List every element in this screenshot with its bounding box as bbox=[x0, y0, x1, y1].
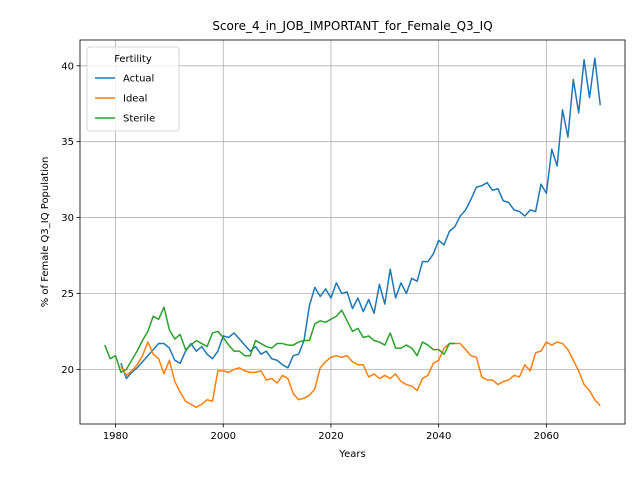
x-tick-label: 2020 bbox=[318, 431, 343, 442]
series-line-sterile bbox=[104, 306, 455, 374]
legend-items: Actual Ideal Sterile bbox=[95, 74, 155, 125]
legend-box bbox=[86, 46, 180, 132]
grid bbox=[80, 40, 625, 424]
legend-title: Fertility bbox=[114, 54, 152, 65]
series-lines bbox=[104, 57, 601, 409]
legend: Fertility Actual Ideal Sterile bbox=[86, 46, 180, 132]
x-axis-label: Years bbox=[338, 449, 365, 460]
x-tick-label: 2060 bbox=[534, 431, 559, 442]
x-tick-label: 1980 bbox=[103, 431, 128, 442]
legend-label-sterile: Sterile bbox=[123, 114, 155, 125]
y-tick-label: 30 bbox=[61, 213, 74, 224]
axis-ticks: 1980 2000 2020 2040 2060 20 25 30 35 40 bbox=[61, 61, 559, 442]
x-tick-label: 2040 bbox=[426, 431, 451, 442]
legend-label-ideal: Ideal bbox=[123, 94, 147, 105]
y-tick-label: 25 bbox=[61, 289, 74, 300]
legend-label-actual: Actual bbox=[123, 74, 154, 85]
y-tick-label: 20 bbox=[61, 365, 74, 376]
series-line-ideal bbox=[120, 341, 601, 409]
y-tick-label: 35 bbox=[61, 137, 74, 148]
chart-title: Score_4_in_JOB_IMPORTANT_for_Female_Q3_I… bbox=[212, 19, 492, 33]
x-tick-label: 2000 bbox=[211, 431, 236, 442]
plot-frame bbox=[79, 39, 626, 425]
y-axis-label: % of Female Q3_IQ Population bbox=[40, 157, 51, 308]
y-tick-label: 40 bbox=[61, 61, 74, 72]
series-line-actual bbox=[120, 57, 601, 380]
